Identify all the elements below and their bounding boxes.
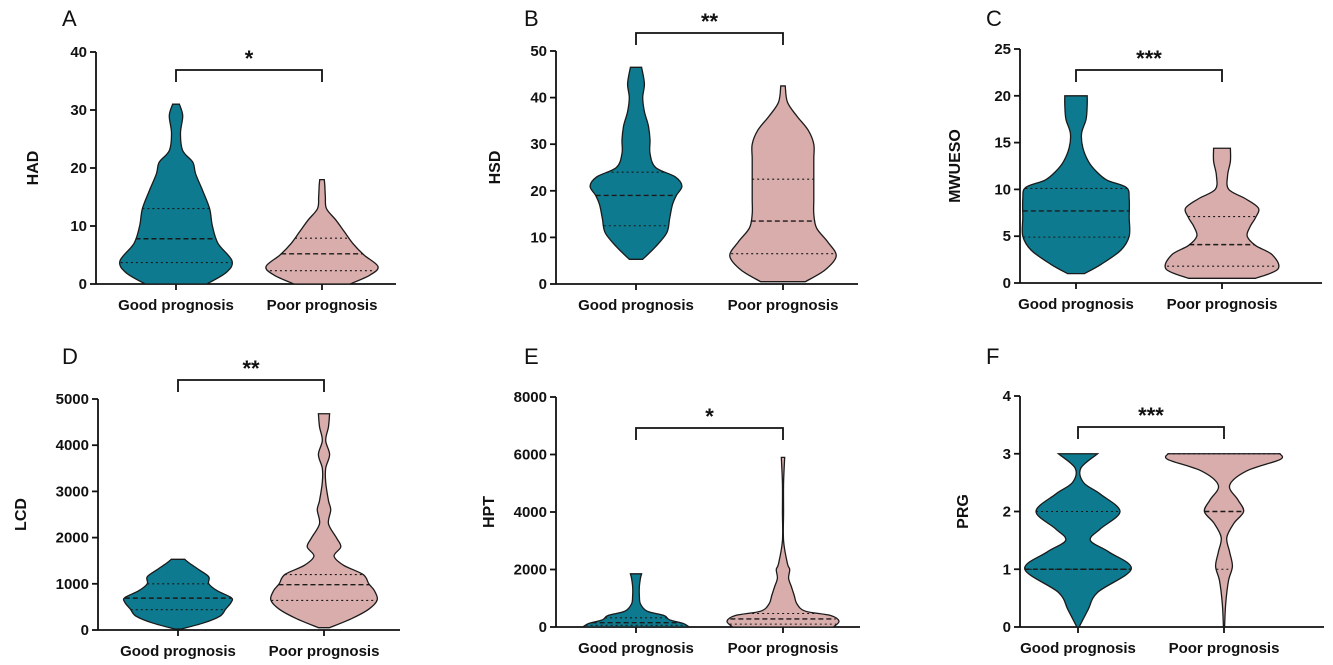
significance-bracket-B: [635, 32, 784, 45]
y-tick-label: 1: [1003, 561, 1011, 578]
y-tick-label: 20: [994, 88, 1011, 105]
y-tick-label: 2000: [56, 530, 89, 547]
violin-poor-prognosis-B: [729, 85, 837, 283]
violin-poor-prognosis-E: [726, 456, 840, 628]
panel-letter-A: A: [62, 6, 77, 31]
significance-bracket-E: [635, 427, 784, 440]
x-tick-label: Poor prognosis: [269, 643, 380, 660]
y-tick-label: 0: [539, 619, 547, 636]
x-tick-label: Poor prognosis: [1169, 640, 1280, 657]
y-tick-label: 4000: [56, 437, 89, 454]
significance-bracket-C: [1075, 69, 1223, 82]
y-tick-label: 5: [1003, 228, 1011, 245]
significance-bracket-D: [177, 379, 325, 392]
y-tick-label: 10: [994, 181, 1011, 198]
y-axis-label-B: HSD: [487, 151, 504, 185]
x-tick-label: Poor prognosis: [728, 640, 839, 657]
panel-letter-B: B: [524, 6, 539, 31]
y-tick-label: 40: [530, 90, 547, 107]
y-tick-label: 2000: [514, 562, 547, 579]
y-tick-label: 40: [70, 44, 87, 61]
significance-marker-C: ***: [1136, 46, 1162, 71]
y-axis-label-A: HAD: [25, 151, 42, 186]
x-tick-label: Good prognosis: [578, 297, 694, 314]
violin-good-prognosis-F: [1024, 453, 1132, 628]
violin-good-prognosis-E: [580, 573, 692, 628]
violin-poor-prognosis-A: [265, 178, 379, 285]
y-tick-label: 15: [994, 135, 1011, 152]
y-tick-label: 0: [539, 276, 547, 293]
y-tick-label: 1000: [56, 576, 89, 593]
significance-bracket-F: [1077, 426, 1225, 439]
y-tick-label: 6000: [514, 447, 547, 464]
x-tick-label: Good prognosis: [1020, 640, 1136, 657]
violin-poor-prognosis-F: [1164, 453, 1284, 628]
y-tick-label: 5000: [56, 391, 89, 408]
y-tick-label: 0: [79, 276, 87, 293]
y-tick-label: 0: [81, 622, 89, 639]
y-tick-label: 20: [70, 160, 87, 177]
y-tick-label: 20: [530, 183, 547, 200]
y-axis-label-E: HPT: [481, 496, 498, 528]
significance-marker-F: ***: [1138, 403, 1164, 428]
y-tick-label: 0: [1003, 275, 1011, 292]
significance-bracket-A: [175, 69, 323, 82]
y-tick-label: 10: [70, 218, 87, 235]
y-tick-label: 10: [530, 229, 547, 246]
x-tick-label: Poor prognosis: [267, 297, 378, 314]
y-tick-label: 3000: [56, 483, 89, 500]
violin-poor-prognosis-C: [1164, 147, 1280, 279]
violin-good-prognosis-C: [1021, 95, 1131, 275]
y-tick-label: 0: [1003, 619, 1011, 636]
panel-letter-D: D: [62, 344, 78, 369]
x-tick-label: Good prognosis: [118, 297, 234, 314]
x-tick-label: Good prognosis: [120, 643, 236, 660]
x-tick-label: Good prognosis: [1018, 296, 1134, 313]
panel-letter-C: C: [986, 6, 1002, 31]
y-tick-label: 8000: [514, 389, 547, 406]
y-tick-label: 30: [70, 102, 87, 119]
x-tick-label: Good prognosis: [578, 640, 694, 657]
y-tick-label: 50: [530, 43, 547, 60]
y-axis-label-F: PRG: [955, 494, 972, 529]
x-tick-label: Poor prognosis: [728, 297, 839, 314]
violin-poor-prognosis-D: [269, 413, 379, 629]
y-tick-label: 4000: [514, 504, 547, 521]
panel-letter-F: F: [986, 344, 999, 369]
violin-good-prognosis-A: [119, 103, 233, 285]
significance-marker-E: *: [705, 404, 714, 429]
significance-marker-A: *: [245, 46, 254, 71]
y-tick-label: 30: [530, 136, 547, 153]
y-tick-label: 2: [1003, 504, 1011, 521]
significance-marker-D: **: [242, 356, 260, 381]
y-tick-label: 25: [994, 41, 1011, 58]
violin-good-prognosis-B: [589, 66, 683, 260]
violin-good-prognosis-D: [122, 558, 234, 630]
x-tick-label: Poor prognosis: [1167, 296, 1278, 313]
y-axis-label-D: LCD: [13, 498, 30, 531]
panel-letter-E: E: [524, 344, 539, 369]
y-axis-label-C: MWUESO: [947, 129, 964, 203]
y-tick-label: 4: [1003, 388, 1012, 405]
significance-marker-B: **: [701, 9, 719, 34]
y-tick-label: 3: [1003, 446, 1011, 463]
